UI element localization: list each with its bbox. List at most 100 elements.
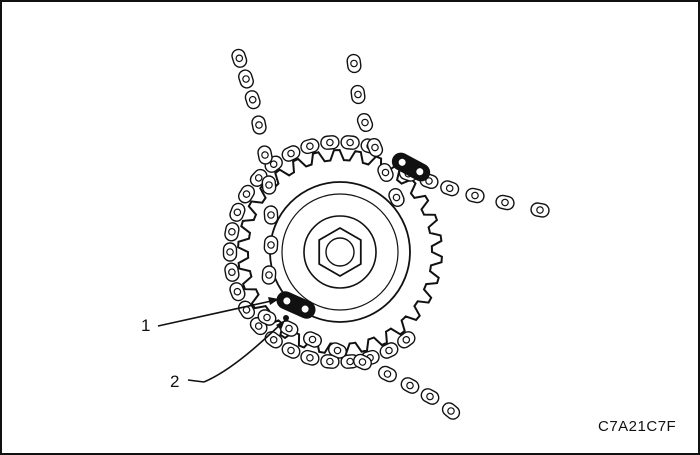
chain-roller [306,142,314,150]
chain-link [251,115,267,135]
dark-plate-pin [415,167,425,177]
chain-link [440,180,460,197]
chain-roller [308,335,317,344]
chain-roller [426,392,434,401]
chain-link [328,342,347,359]
chain-link [420,388,440,405]
chain-roller [235,54,244,63]
chain-link [300,349,320,366]
chain-roller [346,138,354,147]
chain-link [320,354,340,369]
chain-link [350,84,366,105]
chain-roller [254,322,263,330]
chain-roller [242,190,251,198]
timing-link-lower [276,291,316,319]
dark-plate-pin [397,157,407,167]
chain-link [320,135,340,150]
chain-roller [383,370,392,378]
chain-link [397,331,416,349]
chain-link [263,235,279,255]
chain-roller [381,168,390,177]
chain-roller [326,357,334,366]
chain-roller [226,248,234,256]
chain-roller [350,59,358,68]
chain-roller [233,287,242,296]
chain-link [281,145,301,162]
arrowhead-2 [276,320,285,330]
bolt-center [325,237,355,267]
timing-marks [276,152,431,321]
chain-link [378,365,397,383]
chain-roller [287,346,295,355]
chain-roller [269,160,278,168]
chain-roller [358,358,367,366]
callout-2: 2 [170,320,285,391]
timing-link-upper [391,152,431,182]
chain-roller [261,151,269,159]
chain-link [229,282,246,302]
chain-link [441,402,461,420]
chain-roller [242,75,250,83]
chain-roller [228,268,236,277]
chain-roller [233,208,242,217]
chain-link [356,112,374,133]
leader-line-2 [203,321,284,383]
chain-roller [333,346,342,355]
chain-link [379,342,399,359]
chain-link [261,265,277,285]
dark-plate-pin [282,296,292,306]
chain-link [366,137,384,158]
figure-code: C7A21C7F [598,418,676,435]
chain-link [238,69,254,89]
chain-roller [326,138,334,147]
chain-roller [306,353,314,362]
chain-link [244,90,261,110]
chain-roller [265,271,273,279]
chain-link [530,202,550,218]
chain-roller [265,181,273,189]
sprocket-hub [303,215,377,289]
sprocket-timing-dot [283,315,289,321]
chain-link [237,184,256,204]
chain-link [377,163,394,182]
chain-roller [346,357,354,366]
chain-link [400,377,420,394]
chain-link [261,175,277,195]
chain-link [263,205,279,225]
chain-link [303,331,322,348]
chain-link [257,145,273,165]
chain-roller [447,407,455,415]
chain-roller [536,206,544,214]
chain-roller [287,149,295,158]
chain-roller [385,346,393,355]
chain-roller [269,335,278,344]
callout-label-1: 1 [141,316,150,335]
chain-link [346,53,362,74]
chain-link [224,262,240,282]
sprocket-inner-ring [281,193,399,311]
chain-roller [248,95,257,104]
chain-link [353,353,372,371]
callout-1: 1 [141,297,279,335]
chain-roller [285,324,293,333]
chain-roller [263,313,271,322]
chain-roller [445,184,454,193]
chain-link [495,194,515,211]
callout-label-2: 2 [170,372,179,391]
chain-link [465,187,485,204]
chain-link [300,138,320,155]
arrowhead-1 [268,297,279,305]
chain-roller [361,118,369,127]
chain-roller [354,90,362,99]
chain-roller [371,143,379,152]
chain-roller [267,211,275,219]
chain-roller [406,381,414,390]
chain-link [224,222,240,242]
chain-roller [471,191,479,200]
chain-link [279,320,299,337]
chain-link [231,48,248,68]
chain-link [264,331,283,349]
chain-roller [228,228,236,236]
chain-roller [255,121,263,129]
